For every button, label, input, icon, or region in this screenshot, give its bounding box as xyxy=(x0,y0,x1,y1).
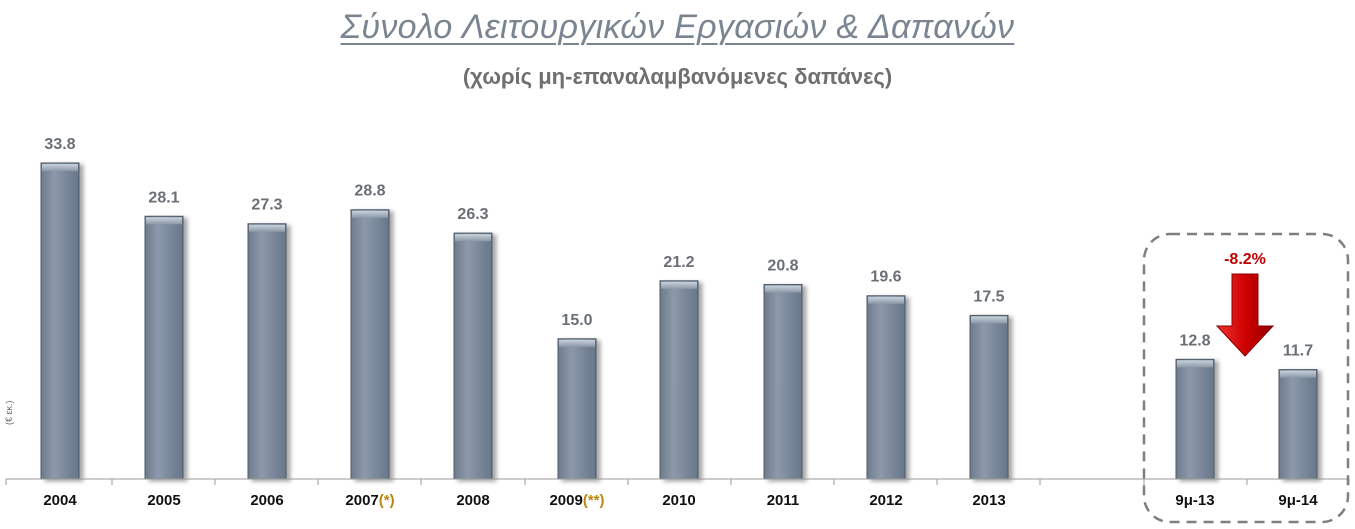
bar-body xyxy=(40,162,80,480)
category-label: 2008 xyxy=(456,492,489,509)
bar-2006 xyxy=(247,223,287,480)
bar-body xyxy=(453,232,493,480)
bar-bevel xyxy=(146,217,182,225)
bar-bevel xyxy=(661,281,697,289)
category-label: 9μ-13 xyxy=(1175,492,1214,509)
bar-2012 xyxy=(866,295,906,480)
value-label: 19.6 xyxy=(870,269,901,286)
category-label: 2011 xyxy=(767,492,800,509)
bar-body xyxy=(247,223,287,480)
bar-bevel xyxy=(352,210,388,218)
bar-body xyxy=(763,284,803,480)
value-label: 26.3 xyxy=(457,206,488,223)
bar-body xyxy=(659,280,699,480)
bar-body xyxy=(866,295,906,480)
category-label: 2009(**) xyxy=(549,492,604,509)
bar-bevel xyxy=(559,339,595,347)
category-annotation: (*) xyxy=(379,492,395,509)
bar-2009 xyxy=(557,338,597,480)
category-label: 2005 xyxy=(147,492,180,509)
bar-2011 xyxy=(763,284,803,480)
category-label: 9μ-14 xyxy=(1278,492,1318,509)
chart-title: Σύνολο Λειτουργικών Εργασιών & Δαπανών xyxy=(340,8,1015,46)
change-label: -8.2% xyxy=(1224,251,1266,268)
category-label: 2010 xyxy=(662,492,695,509)
bar-2010 xyxy=(659,280,699,480)
chart-subtitle: (χωρίς μη-επαναλαμβανόμενες δαπάνες) xyxy=(462,64,893,89)
bar-body xyxy=(969,314,1009,480)
bar-body xyxy=(557,338,597,480)
value-label: 20.8 xyxy=(767,258,798,275)
bar-bevel xyxy=(42,163,78,171)
bar-9μ-14 xyxy=(1278,369,1318,480)
down-arrow-icon xyxy=(1215,273,1275,357)
value-label: 27.3 xyxy=(251,197,282,214)
bar-2005 xyxy=(144,215,184,480)
value-label: 11.7 xyxy=(1283,343,1313,360)
value-label: 15.0 xyxy=(561,312,592,329)
category-annotation: (**) xyxy=(583,492,605,509)
bar-bevel xyxy=(971,316,1007,324)
bar-2004 xyxy=(40,162,80,480)
category-label: 2006 xyxy=(250,492,283,509)
bar-bevel xyxy=(455,234,491,242)
bar-body xyxy=(350,209,390,480)
bar-body xyxy=(1175,358,1215,480)
highlight-box xyxy=(1142,232,1350,524)
bar-bevel xyxy=(1280,370,1316,378)
value-label: 28.8 xyxy=(354,183,385,200)
category-label: 2013 xyxy=(972,492,1005,509)
category-label: 2007(*) xyxy=(345,492,394,509)
bar-2008 xyxy=(453,232,493,480)
bar-bevel xyxy=(765,285,801,293)
bar-9μ-13 xyxy=(1175,358,1215,480)
value-label: 12.8 xyxy=(1179,332,1210,349)
category-label: 2012 xyxy=(869,492,902,509)
bar-bevel xyxy=(1177,360,1213,368)
bar-body xyxy=(1278,369,1318,480)
bar-body xyxy=(144,215,184,480)
bar-2007 xyxy=(350,209,390,480)
category-label: 2004 xyxy=(43,492,77,509)
value-label: 21.2 xyxy=(663,254,694,271)
value-label: 17.5 xyxy=(973,288,1004,305)
bar-bevel xyxy=(868,296,904,304)
value-label: 28.1 xyxy=(148,189,179,206)
value-label: 33.8 xyxy=(44,136,75,153)
bar-bevel xyxy=(249,224,285,232)
bar-2013 xyxy=(969,314,1009,480)
